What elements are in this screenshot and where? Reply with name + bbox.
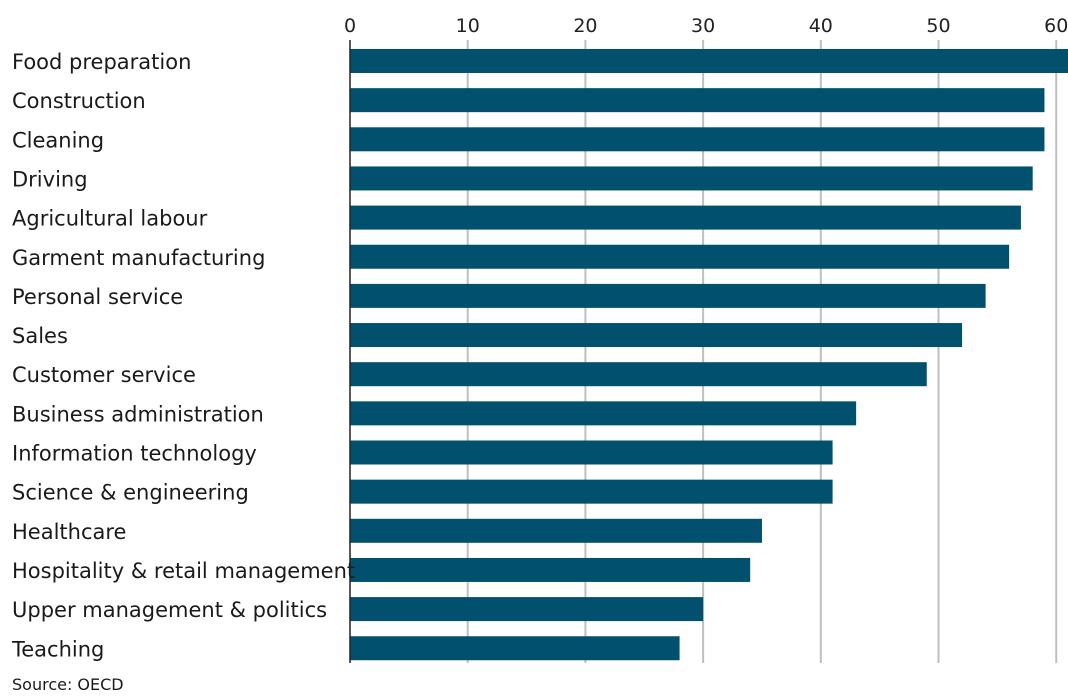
category-label: Information technology — [12, 442, 257, 466]
bar — [350, 518, 762, 543]
bar — [350, 49, 1068, 73]
bar-chart: 0 10 20 30 40 50 60 Food preparation Constructi… — [11, 15, 1068, 663]
source-note: Source: OECD — [12, 675, 124, 694]
category-labels: Food preparation Construction Cleaning Driv… — [11, 50, 355, 661]
bar — [350, 127, 1045, 152]
category-label: Science & engineering — [12, 481, 249, 505]
bar — [350, 597, 704, 622]
category-label: Driving — [12, 167, 88, 191]
category-label: Upper management & politics — [12, 598, 327, 622]
category-label: Food preparation — [12, 50, 191, 74]
x-tick-label: 50 — [926, 15, 950, 37]
category-label: Teaching — [11, 637, 104, 661]
bar — [350, 166, 1033, 191]
category-label: Business administration — [12, 402, 264, 426]
bar — [350, 88, 1045, 113]
bars — [350, 49, 1068, 661]
category-label: Personal service — [12, 285, 183, 309]
bar — [350, 636, 680, 661]
category-label: Construction — [12, 89, 146, 113]
bar — [350, 440, 833, 465]
category-label: Agricultural labour — [12, 207, 208, 231]
bar — [350, 244, 1010, 269]
category-label: Garment manufacturing — [12, 246, 265, 270]
bar — [350, 557, 751, 582]
x-tick-label: 60 — [1044, 15, 1068, 37]
x-axis-ticks: 0 10 20 30 40 50 60 — [344, 15, 1068, 37]
x-tick-label: 0 — [344, 15, 356, 37]
bar — [350, 283, 986, 308]
bar — [350, 205, 1021, 230]
bar — [350, 479, 833, 504]
x-tick-label: 20 — [573, 15, 597, 37]
x-tick-label: 30 — [691, 15, 715, 37]
x-tick-label: 40 — [809, 15, 833, 37]
bar — [350, 323, 963, 348]
category-label: Customer service — [12, 363, 196, 387]
category-label: Hospitality & retail management — [12, 559, 355, 583]
bar — [350, 401, 857, 426]
category-label: Cleaning — [12, 128, 104, 152]
category-label: Healthcare — [12, 520, 126, 544]
category-label: Sales — [12, 324, 68, 348]
bar — [350, 362, 927, 387]
x-tick-label: 10 — [456, 15, 480, 37]
